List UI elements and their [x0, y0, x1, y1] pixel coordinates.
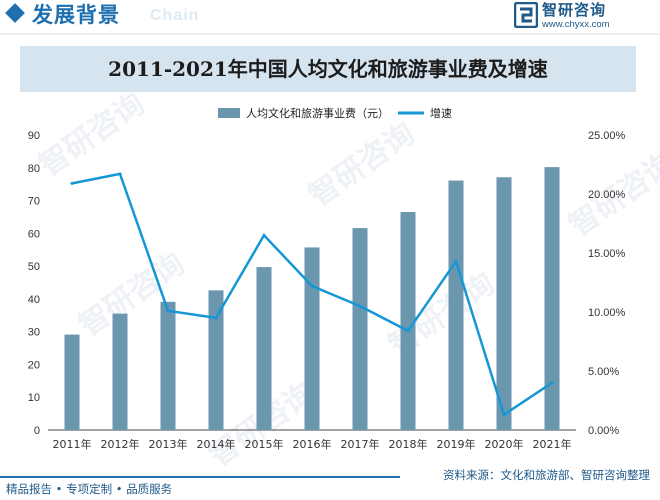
growth-point: [214, 316, 218, 320]
y-left-tick-label: 90: [28, 130, 40, 142]
brand-block[interactable]: 智研咨询 www.chyxx.com: [514, 2, 646, 32]
y-left-tick-label: 40: [28, 294, 40, 306]
y-right-tick-label: 25.00%: [588, 130, 626, 142]
growth-point: [166, 309, 170, 313]
footer-divider: [0, 476, 400, 478]
growth-point: [118, 172, 122, 176]
y-right-tick-label: 10.00%: [588, 307, 626, 319]
y-right-tick-label: 5.00%: [588, 366, 619, 378]
footer-tagline: 精品报告 • 专项定制 • 品质服务: [6, 482, 173, 496]
title-banner: [20, 46, 636, 92]
bar: [304, 247, 320, 430]
x-tick-label: 2012年: [101, 437, 140, 451]
growth-point: [550, 381, 554, 385]
y-left-tick-label: 50: [28, 261, 40, 273]
x-tick-label: 2013年: [149, 437, 188, 451]
growth-point: [454, 259, 458, 263]
bar: [352, 228, 368, 430]
y-left-tick-label: 80: [28, 163, 40, 175]
brand-logo-icon: [514, 2, 538, 28]
bar: [496, 177, 512, 430]
bar: [448, 180, 464, 430]
bar: [160, 301, 176, 430]
bar: [256, 267, 272, 430]
y-right-tick-label: 0.00%: [588, 425, 619, 437]
bar: [112, 313, 128, 430]
y-left-tick-label: 20: [28, 359, 40, 371]
section-title: 发展背景: [32, 3, 120, 27]
growth-point: [262, 233, 266, 237]
source-note: 资料来源：文化和旅游部、智研咨询整理: [443, 468, 650, 482]
x-tick-label: 2021年: [533, 437, 572, 451]
bar: [544, 167, 560, 430]
x-tick-label: 2020年: [485, 437, 524, 451]
y-left-tick-label: 0: [34, 425, 40, 437]
growth-point: [70, 181, 74, 185]
growth-point: [406, 329, 410, 333]
legend-swatch-bar: [218, 108, 240, 118]
x-tick-label: 2011年: [53, 437, 92, 451]
page-header: 发展背景 Chain 智研咨询 www.chyxx.com: [0, 0, 660, 35]
chart-title: 2011-2021年中国人均文化和旅游事业费及增速: [108, 57, 548, 81]
growth-point: [358, 304, 362, 308]
legend-label-line: 增速: [430, 106, 452, 120]
x-tick-label: 2019年: [437, 437, 476, 451]
growth-point: [502, 413, 506, 417]
y-left-tick-label: 10: [28, 392, 40, 404]
header-ghost-text: Chain: [150, 7, 200, 24]
bar: [64, 334, 80, 430]
y-right-tick-label: 20.00%: [588, 189, 626, 201]
header-divider: [0, 33, 660, 35]
x-tick-label: 2016年: [293, 437, 332, 451]
bar: [400, 212, 416, 430]
growth-point: [310, 284, 314, 288]
x-tick-label: 2018年: [389, 437, 428, 451]
legend-label-bar: 人均文化和旅游事业费（元）: [246, 106, 389, 120]
y-left-tick-label: 60: [28, 228, 40, 240]
y-right-tick-label: 15.00%: [588, 248, 626, 260]
x-tick-label: 2017年: [341, 437, 380, 451]
x-tick-label: 2015年: [245, 437, 284, 451]
brand-name: 智研咨询: [542, 1, 607, 19]
brand-url[interactable]: www.chyxx.com: [542, 19, 610, 30]
y-left-tick-label: 70: [28, 196, 40, 208]
x-tick-label: 2014年: [197, 437, 236, 451]
bar: [208, 290, 224, 430]
y-left-tick-label: 30: [28, 327, 40, 339]
